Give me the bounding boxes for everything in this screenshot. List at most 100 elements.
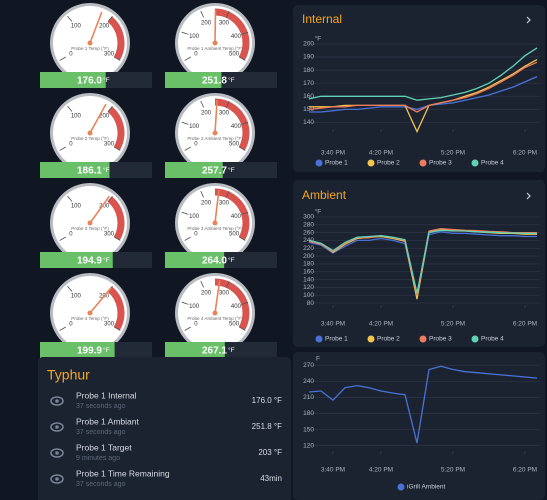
- gauge-unit: °F: [103, 76, 110, 84]
- gauge-tick-label: 500: [229, 142, 240, 148]
- legend-swatch[interactable]: [397, 483, 405, 491]
- x-tick-label: 6:20 PM: [513, 150, 537, 157]
- gauge-tick: [239, 236, 246, 241]
- gauge-tick: [181, 31, 189, 35]
- gauge-value: 194.9: [77, 256, 102, 267]
- legend-label[interactable]: Probe 3: [429, 160, 452, 167]
- entity-name[interactable]: Probe 1 Internal: [76, 390, 137, 400]
- legend-label[interactable]: Probe 3: [429, 336, 452, 343]
- gauge-tick: [59, 56, 66, 61]
- series-line: [308, 47, 538, 101]
- entity-updated: 37 seconds ago: [76, 481, 126, 488]
- eye-icon: [50, 396, 64, 406]
- gauge-hub: [212, 220, 218, 226]
- gauge-tick: [200, 190, 204, 198]
- gauge-red-band: [214, 98, 250, 151]
- gauge-face: [53, 6, 127, 73]
- y-tick-label: 200: [303, 41, 314, 48]
- gauge-tick: [107, 105, 113, 112]
- entity-state: 203 °F: [258, 448, 282, 457]
- gauge-tick-label: 200: [99, 24, 110, 30]
- y-tick-label: 150: [303, 106, 314, 113]
- gauge-tick: [200, 100, 204, 108]
- gauge-tick: [107, 195, 113, 202]
- legend-swatch[interactable]: [315, 335, 323, 343]
- chevron[interactable]: [526, 16, 531, 24]
- y-tick-label: 180: [303, 67, 314, 74]
- eye-pupil: [55, 425, 59, 429]
- legend-swatch[interactable]: [419, 159, 427, 167]
- entity-name[interactable]: Probe 1 Time Remaining: [76, 468, 170, 478]
- gauge-hub: [212, 310, 218, 316]
- gauge-unit: °F: [228, 76, 235, 84]
- gauge-needle: [214, 100, 218, 134]
- y-tick-label: 160: [303, 268, 314, 275]
- y-tick-label: 260: [303, 229, 314, 236]
- gauge-tick: [184, 236, 191, 241]
- entities-card: [38, 357, 291, 500]
- gauge-tick-label: 200: [99, 204, 110, 210]
- card-title: Typhur: [47, 367, 90, 383]
- legend-label[interactable]: Probe 2: [377, 336, 400, 343]
- gauge-title: Probe 2 Ambient Temp (°F): [187, 136, 243, 141]
- gauge-face: [53, 186, 127, 253]
- gauge-title: Probe 1 Ambient Temp (°F): [187, 46, 243, 51]
- gauge-needle: [89, 11, 103, 44]
- gauge-hub: [212, 130, 218, 136]
- gauge-tick-label: 300: [219, 20, 230, 26]
- series-line: [309, 76, 538, 113]
- gauge-tick-label: 300: [219, 290, 230, 296]
- chevron[interactable]: [526, 192, 531, 200]
- legend-label[interactable]: Probe 4: [481, 336, 504, 343]
- legend-swatch[interactable]: [471, 159, 479, 167]
- gauge-hub: [87, 40, 93, 46]
- entity-name[interactable]: Probe 1 Target: [76, 442, 132, 452]
- gauge-value: 267.1: [202, 346, 227, 357]
- gauge-tick-label: 100: [71, 24, 82, 30]
- x-tick-label: 5:20 PM: [441, 467, 465, 474]
- gauge-tick-label: 100: [71, 114, 82, 120]
- gauge-hub: [87, 130, 93, 136]
- entity-state: 43min: [260, 474, 282, 483]
- legend-label[interactable]: Probe 4: [481, 160, 504, 167]
- gauge-needle: [89, 195, 111, 224]
- eye-pupil: [55, 477, 59, 481]
- y-tick-label: 80: [307, 300, 315, 307]
- chart-card: [293, 352, 545, 500]
- value-bar: [40, 342, 115, 358]
- legend-label[interactable]: Probe 1: [325, 336, 348, 343]
- gauge-value: 264.0: [202, 256, 227, 267]
- gauge-tick-label: 500: [229, 52, 240, 58]
- legend-swatch[interactable]: [367, 159, 375, 167]
- y-tick-label: 140: [303, 276, 314, 283]
- gauge-tick: [241, 31, 249, 35]
- legend-label[interactable]: iGrill Ambient: [407, 484, 445, 491]
- gauge-tick-label: 300: [104, 232, 115, 238]
- gauge-title: Probe 1 Temp (°F): [71, 46, 109, 51]
- value-bar: [40, 162, 110, 178]
- y-tick-label: 300: [303, 214, 314, 221]
- legend-swatch[interactable]: [419, 335, 427, 343]
- gauge-needle: [214, 190, 220, 224]
- gauge-tick: [226, 10, 230, 18]
- legend-label[interactable]: Probe 2: [377, 160, 400, 167]
- gauge-hub: [87, 310, 93, 316]
- legend-label[interactable]: Probe 1: [325, 160, 348, 167]
- chart-title: Internal: [302, 12, 342, 26]
- legend-swatch[interactable]: [471, 335, 479, 343]
- gauge-red-band: [107, 16, 125, 61]
- legend-swatch[interactable]: [315, 159, 323, 167]
- gauge-tick: [239, 56, 246, 61]
- y-axis-label: °F: [315, 35, 322, 43]
- entity-name[interactable]: Probe 1 Ambiant: [76, 416, 139, 426]
- gauge-tick: [59, 326, 66, 331]
- legend-swatch[interactable]: [367, 335, 375, 343]
- series-line: [308, 61, 538, 113]
- gauge-tick: [67, 195, 73, 202]
- gauge-tick: [239, 326, 246, 331]
- gauge-tick: [59, 236, 66, 241]
